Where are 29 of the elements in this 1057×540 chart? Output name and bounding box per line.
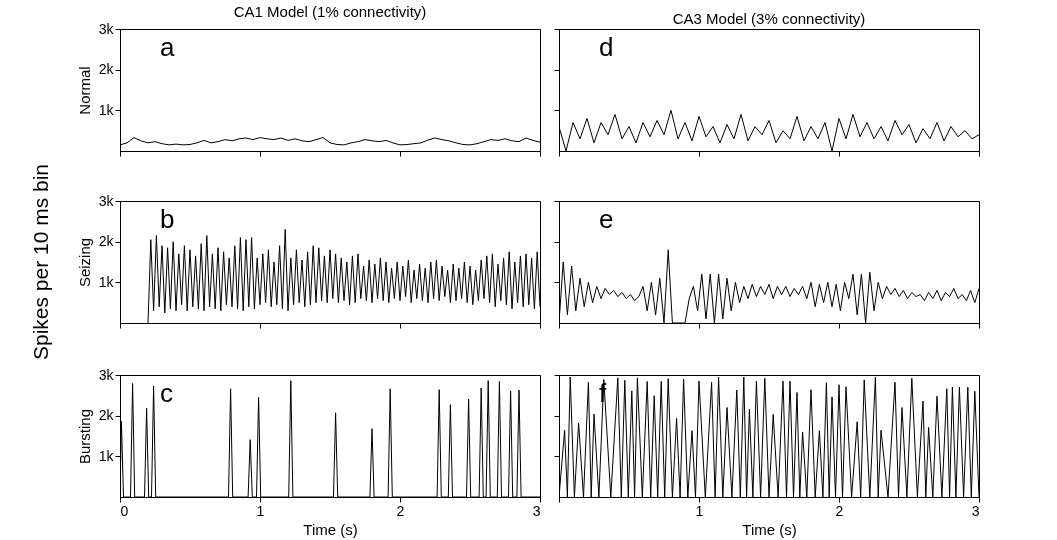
y-tick-label: 3k — [98, 366, 115, 383]
x-axis-title: Time (s) — [742, 520, 797, 538]
annotation: c — [160, 378, 173, 408]
x-axis-title: Time (s) — [303, 520, 358, 538]
x-tick-label: 2 — [835, 502, 844, 519]
x-tick-label: 0 — [120, 502, 129, 519]
y-tick-label: 3k — [98, 192, 115, 209]
x-tick-label: 1 — [256, 502, 265, 519]
y-axis-title: Bursting — [75, 408, 93, 465]
y-axis-title: Normal — [75, 66, 93, 115]
y-tick-label: 2k — [98, 233, 115, 250]
y-tick-label: 1k — [98, 101, 115, 118]
annotation: e — [599, 204, 614, 234]
chart-title: CA1 Model (1% connectivity) — [233, 3, 427, 20]
y-tick-label: 2k — [98, 407, 115, 424]
annotation: a — [160, 32, 175, 62]
x-tick-label: 3 — [532, 502, 541, 519]
annotation: d — [599, 32, 614, 62]
annotation: b — [160, 204, 175, 234]
y-axis-title: Seizing — [75, 237, 93, 288]
x-tick-label: 2 — [396, 502, 405, 519]
x-tick-label: 3 — [971, 502, 980, 519]
x-tick-label: 1 — [695, 502, 704, 519]
y-tick-label: 2k — [98, 61, 115, 78]
y-tick-label: 1k — [98, 273, 115, 290]
chart-title: CA3 Model (3% connectivity) — [672, 9, 866, 27]
text: Spikes per 10 ms bin — [29, 163, 52, 361]
y-tick-label: 1k — [98, 447, 115, 464]
y-tick-label: 3k — [98, 20, 115, 37]
